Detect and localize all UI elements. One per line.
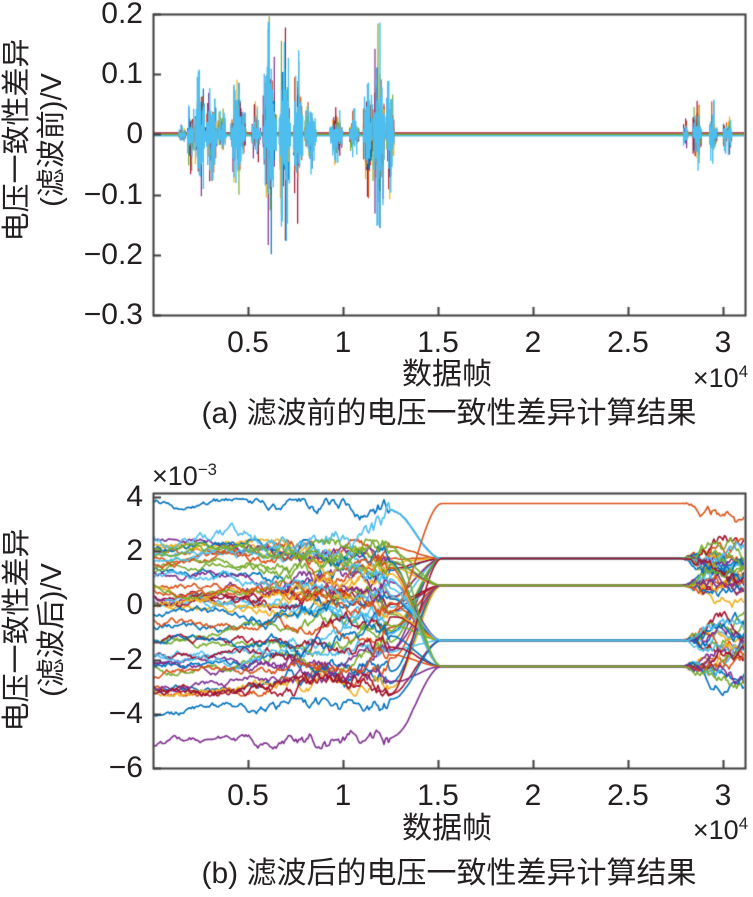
chart-b-caption: (b) 滤波后的电压一致性差异计算结果 [201,857,697,890]
chart-a-x-tick-label: 0.5 [227,326,269,359]
chart-a-x-axis-multiplier: ×104 [598,362,748,394]
chart-b-x-tick-label: 1 [334,779,352,812]
chart-b-y-axis-multiplier: ×10−3 [152,460,217,492]
chart-b-x-axis-multiplier: ×104 [598,814,748,846]
chart-b-y-tick-label: −4 [108,696,143,730]
chart-a-x-tick-label: 3 [714,326,732,359]
chart-a-x-tick-label: 1 [334,326,352,359]
chart-b-x-tick-label: 2 [524,779,542,812]
chart-a-x-tick-label: 2 [524,326,542,359]
chart-a-x-mult-base: ×10 [692,363,739,393]
chart-a-y-tick-label: 0 [126,117,143,151]
chart-b-y-mult-base: ×10 [152,461,198,491]
chart-b-x-mult-exponent: 4 [738,814,748,833]
chart-b-x-mult-base: ×10 [692,815,739,845]
chart-b-y-tick-label: 4 [126,480,143,514]
chart-b-y-tick-label: −6 [108,751,143,784]
chart-b-x-tick-label: 0.5 [227,779,269,812]
chart-b-y-tick-label: −2 [108,642,143,676]
chart-b-x-tick-label: 3 [714,779,732,812]
chart-a-x-tick-label: 2.5 [607,326,649,359]
chart-a-y-tick-label: 0.1 [101,57,143,91]
chart-a-y-tick-label: −0.2 [83,237,143,271]
chart-b-x-axis-label: 数据帧 [402,812,492,845]
chart-a-x-tick-label: 1.5 [417,326,459,359]
chart-b-y-mult-exponent: −3 [197,460,217,479]
chart-b-y-tick-label: 0 [126,588,143,622]
chart-a-y-tick-label: 0.2 [101,0,143,30]
chart-a-y-tick-label: −0.1 [83,177,143,211]
chart-b-y-tick-label: 2 [126,534,143,568]
chart-a-y-tick-label: −0.3 [83,298,143,331]
chart-a-x-mult-exponent: 4 [738,362,748,381]
chart-b-x-tick-label: 1.5 [417,779,459,812]
chart-a-caption: (a) 滤波前的电压一致性差异计算结果 [201,397,697,430]
chart-b-x-tick-label: 2.5 [607,779,649,812]
chart-a-x-axis-label: 数据帧 [402,358,492,391]
